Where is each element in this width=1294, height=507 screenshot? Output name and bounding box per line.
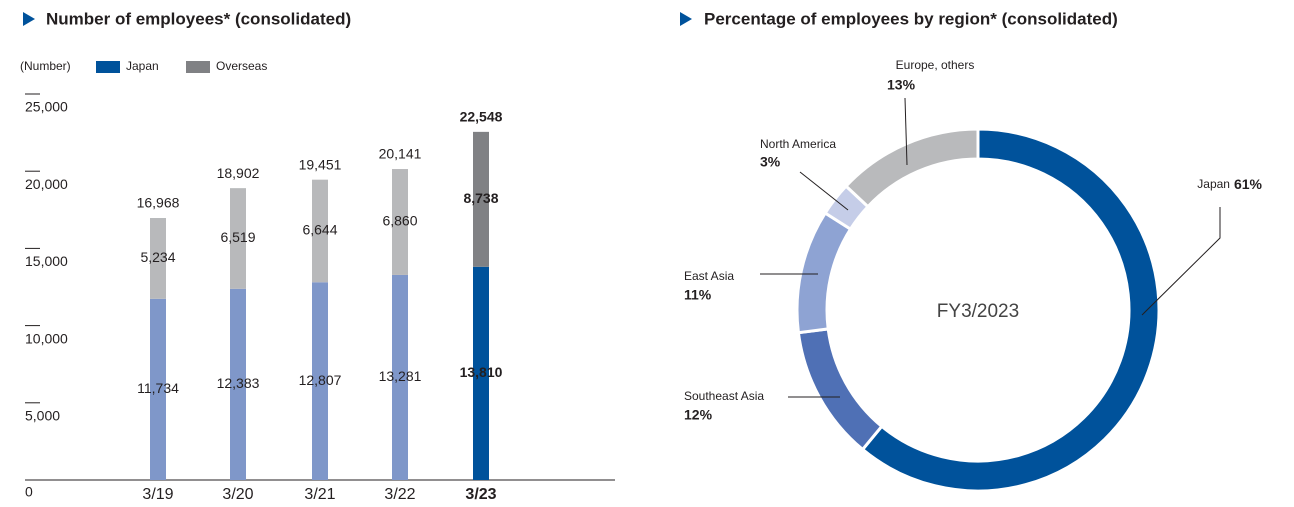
bar-segment [230,288,246,480]
slice-label: Europe, others [896,58,975,72]
center-label: FY3/2023 [937,301,1019,322]
total-label: 16,968 [137,195,180,211]
y-tick-label: 0 [25,484,33,500]
unit-label: (Number) [20,59,71,73]
total-label: 22,548 [460,109,503,125]
donut-slice [795,210,853,335]
slice-value: 3% [760,154,781,170]
bar-segment [392,274,408,480]
y-tick-label: 15,000 [25,253,68,269]
slice-label: North America [760,137,836,151]
slice-label: East Asia [684,269,734,283]
bar-segment [150,218,166,299]
total-label: 20,141 [379,146,422,162]
value-label: 8,738 [463,190,498,206]
bar-segment [312,179,328,283]
y-tick-label: 20,000 [25,176,68,192]
value-label: 12,807 [299,372,342,388]
bar-segment [230,188,246,289]
value-label: 6,860 [382,213,417,229]
donut-slice [860,127,1161,493]
x-tick-label: 3/20 [222,486,253,503]
bar-segment [473,266,489,480]
slice-value: 13% [887,77,916,93]
total-label: 19,451 [299,156,342,172]
value-label: 5,234 [140,249,175,265]
bar-segment [150,298,166,480]
chart-title: Percentage of employees by region* (cons… [704,9,1118,28]
chart-title: Number of employees* (consolidated) [46,9,351,28]
y-tick-label: 10,000 [25,330,68,346]
x-tick-label: 3/23 [465,486,496,503]
legend-swatch [96,61,120,73]
x-tick-label: 3/19 [142,486,173,503]
leader-line [904,97,908,166]
slice-value: 61% [1234,176,1263,192]
value-label: 12,383 [217,375,260,391]
value-label: 11,734 [137,380,179,396]
total-label: 18,902 [217,165,260,181]
value-label: 13,810 [460,364,503,380]
title-marker [23,12,35,26]
slice-label: Japan 61% [1197,176,1262,192]
value-label: 13,281 [379,368,422,384]
bar-segment [312,282,328,480]
x-tick-label: 3/21 [304,486,335,503]
value-label: 6,519 [220,229,255,245]
donut-slice [843,127,980,209]
value-label: 6,644 [302,222,337,238]
slice-name: Japan [1197,177,1230,191]
legend-swatch [186,61,210,73]
donut-slice [796,327,884,452]
title-marker [680,12,692,26]
slice-label: Southeast Asia [684,389,764,403]
slice-value: 12% [684,407,713,423]
y-tick-label: 5,000 [25,408,60,424]
slice-value: 11% [684,287,712,303]
leader-line [799,171,849,211]
bar-segment [392,169,408,275]
y-tick-label: 25,000 [25,99,68,115]
leader-line [1141,207,1221,316]
bar-segment [473,131,489,267]
legend-label: Japan [126,59,159,73]
legend-label: Overseas [216,59,267,73]
x-tick-label: 3/22 [384,486,415,503]
